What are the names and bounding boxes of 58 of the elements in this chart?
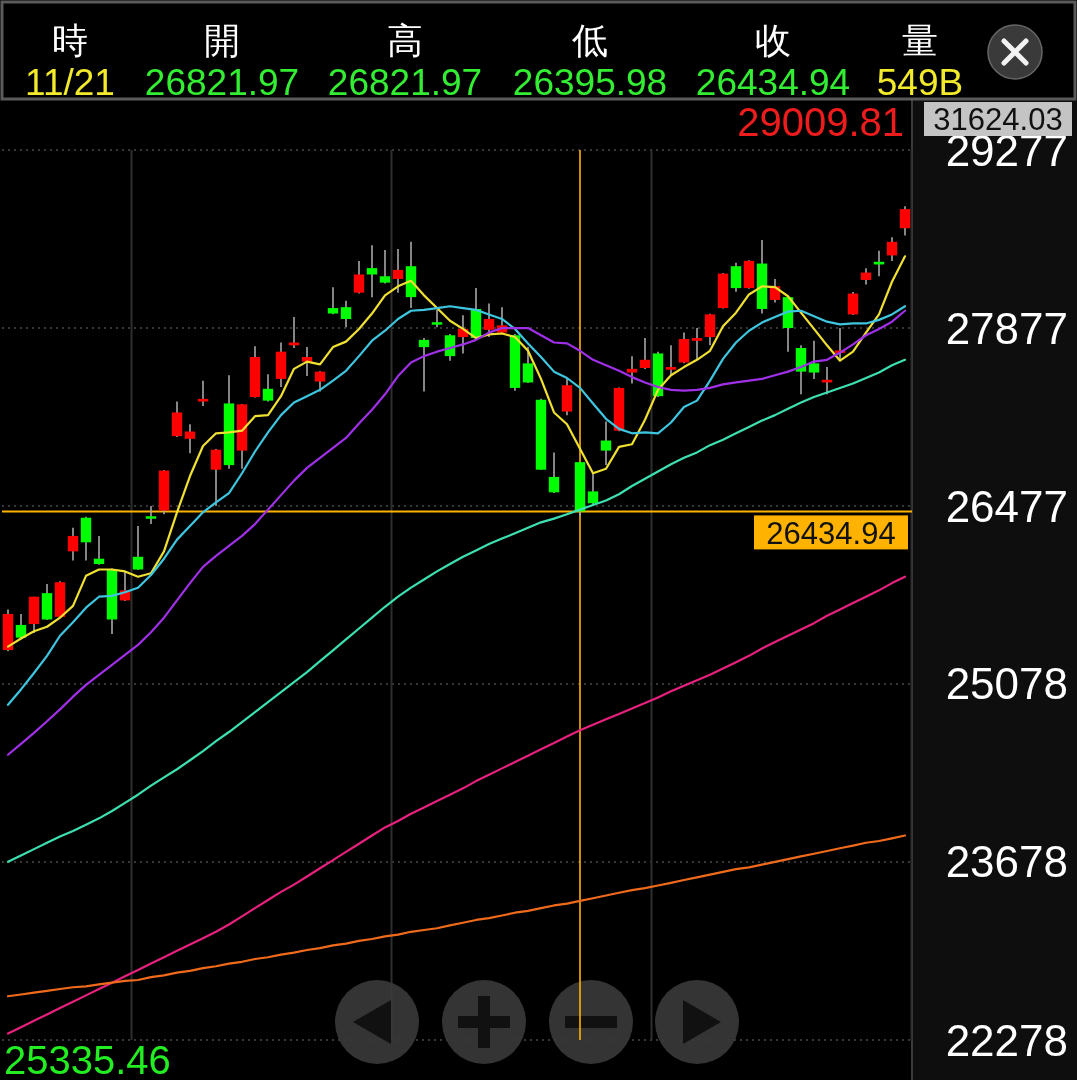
candlestick bbox=[665, 344, 677, 377]
candlestick bbox=[67, 527, 79, 562]
ref-line-label: 26434.94 bbox=[766, 515, 896, 551]
candlestick bbox=[886, 236, 898, 262]
line-series bbox=[6, 358, 907, 863]
candlestick bbox=[522, 346, 534, 384]
candlestick bbox=[366, 244, 378, 298]
candlestick bbox=[301, 346, 313, 377]
annotation: 25335.46 bbox=[4, 1038, 171, 1080]
candlestick bbox=[184, 423, 196, 455]
text: 開 bbox=[204, 19, 240, 61]
candlestick bbox=[639, 337, 651, 370]
y-tick-label: 25078 bbox=[945, 659, 1068, 709]
text: 收 bbox=[755, 19, 791, 61]
y-tick-label: 23678 bbox=[945, 837, 1068, 887]
candlestick bbox=[587, 472, 599, 507]
text: 26434.94 bbox=[695, 61, 851, 103]
candlestick bbox=[171, 400, 183, 438]
text: 高 bbox=[387, 19, 423, 61]
line-series bbox=[6, 834, 907, 998]
candlestick bbox=[418, 337, 430, 393]
line-series bbox=[6, 575, 907, 1035]
candlestick bbox=[730, 261, 742, 293]
candlestick bbox=[626, 355, 638, 385]
candlestick bbox=[899, 205, 911, 237]
text: 26395.98 bbox=[512, 61, 668, 103]
text: 26821.97 bbox=[144, 61, 300, 103]
text: 時 bbox=[52, 19, 88, 61]
candlestick bbox=[340, 300, 352, 328]
y-tick-label: 26477 bbox=[945, 481, 1068, 531]
text: 549B bbox=[876, 61, 964, 103]
candlestick bbox=[392, 248, 404, 294]
candlestick bbox=[132, 525, 144, 571]
candlestick bbox=[704, 312, 716, 347]
y-tick-label: 27877 bbox=[945, 303, 1068, 353]
text: 低 bbox=[572, 19, 608, 61]
text: 26821.97 bbox=[327, 61, 483, 103]
candlestick bbox=[145, 505, 157, 525]
candlestick bbox=[197, 379, 209, 407]
candlestick bbox=[15, 613, 27, 641]
candlestick bbox=[600, 420, 612, 466]
candlestick bbox=[210, 448, 222, 507]
candlestick bbox=[327, 286, 339, 316]
candlestick bbox=[379, 249, 391, 285]
candlestick bbox=[548, 451, 560, 494]
text: 量 bbox=[902, 19, 938, 61]
candlestick bbox=[353, 260, 365, 295]
candlestick bbox=[483, 302, 495, 338]
candlestick bbox=[431, 309, 443, 328]
candlestick bbox=[314, 370, 326, 393]
text: 11/21 bbox=[25, 61, 115, 103]
text: 29009.81 bbox=[737, 100, 904, 144]
y-tick-label: 22278 bbox=[945, 1015, 1068, 1065]
candlestick bbox=[262, 373, 274, 403]
candlestick bbox=[691, 327, 703, 361]
candlestick bbox=[678, 331, 690, 365]
candlestick bbox=[808, 339, 820, 380]
candlestick bbox=[847, 291, 859, 316]
